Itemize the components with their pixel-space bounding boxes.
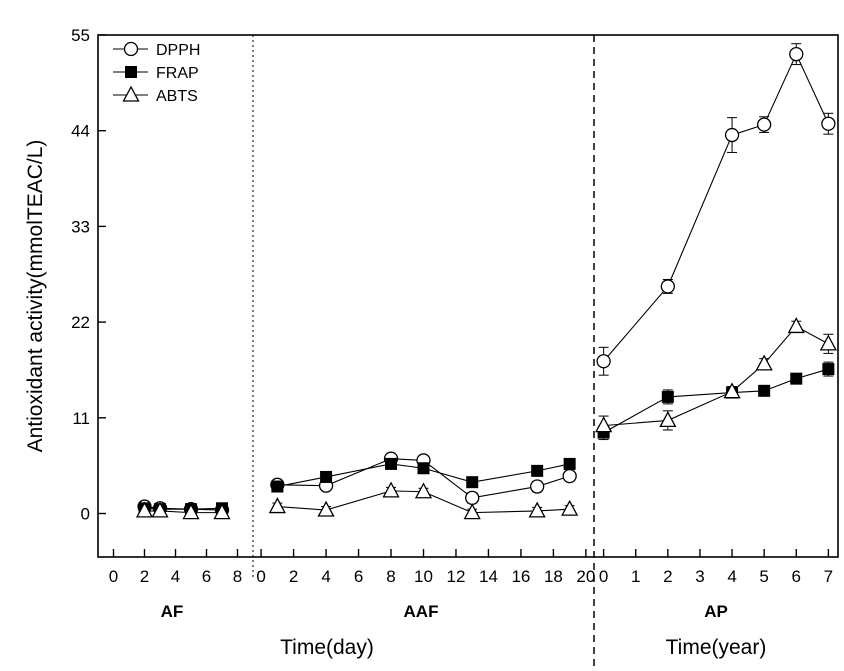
x-tick-label: 14	[479, 567, 498, 586]
x-tick-label: 6	[792, 567, 801, 586]
x-tick-label: 1	[631, 567, 640, 586]
legend-marker	[122, 85, 140, 102]
data-point-frap	[758, 384, 771, 397]
x-tick-label: 7	[824, 567, 833, 586]
data-point-frap	[563, 457, 576, 470]
data-point-abts	[317, 500, 335, 517]
x-tick-label: 0	[109, 567, 118, 586]
x-tick-label: 3	[695, 567, 704, 586]
data-point-dpph	[789, 46, 804, 62]
data-point-abts	[528, 501, 546, 518]
x-tick-label: 8	[386, 567, 395, 586]
y-tick-label: 11	[72, 409, 90, 428]
data-point-abts	[787, 317, 805, 334]
data-point-dpph	[465, 490, 480, 505]
data-point-abts	[414, 482, 433, 499]
x-tick-label: 4	[727, 567, 736, 586]
series-line-dpph	[603, 52, 829, 362]
x-tick-label: 2	[289, 567, 298, 586]
x-tick-label: 10	[414, 567, 433, 586]
data-point-frap	[417, 462, 430, 475]
x-axis-label-days: Time(day)	[280, 636, 374, 659]
data-point-abts	[213, 503, 231, 520]
data-point-frap	[790, 372, 803, 385]
data-point-abts	[151, 501, 169, 518]
data-point-abts	[755, 354, 773, 371]
data-point-dpph	[530, 479, 545, 494]
legend: DPPH FRAP ABTS	[113, 41, 200, 105]
panel-label: AP	[704, 602, 728, 621]
x-tick-label: 18	[544, 567, 563, 586]
data-point-abts	[723, 382, 741, 399]
x-tick-label: 12	[447, 567, 466, 586]
data-point-frap	[271, 480, 284, 493]
legend-label: DPPH	[156, 42, 200, 59]
data-point-abts	[561, 499, 579, 516]
legend-label: ABTS	[156, 88, 198, 105]
x-tick-label: 0	[599, 567, 608, 586]
x-tick-label: 4	[171, 567, 180, 586]
data-point-frap	[466, 476, 479, 489]
data-point-abts	[268, 497, 286, 514]
data-point-abts	[135, 501, 154, 518]
data-point-dpph	[724, 127, 740, 143]
y-tick-label: 22	[71, 313, 90, 332]
y-axis-label: Antioxidant activity(mmolTEAC/L)	[24, 140, 47, 453]
data-point-dpph	[757, 117, 772, 132]
data-point-frap	[531, 464, 544, 477]
data-point-abts	[463, 503, 481, 520]
data-point-frap	[661, 390, 674, 403]
y-tick-label: 44	[71, 122, 90, 141]
data-point-dpph	[660, 279, 675, 294]
data-point-abts	[595, 416, 613, 433]
panel-label: AF	[161, 602, 184, 621]
data-point-abts	[182, 503, 200, 520]
legend-label: FRAP	[156, 65, 199, 82]
plot-area-frame	[97, 34, 839, 558]
series-line-frap	[144, 507, 223, 510]
x-tick-label: 4	[321, 567, 330, 586]
x-tick-label: 5	[759, 567, 768, 586]
y-tick-label: 55	[71, 26, 90, 45]
data-point-abts	[382, 481, 400, 498]
data-point-dpph	[596, 354, 611, 369]
series-line-abts	[144, 510, 222, 514]
panel-label: AAF	[404, 602, 439, 621]
data-point-dpph	[562, 468, 577, 484]
x-axis-label-years: Time(year)	[666, 636, 767, 659]
y-tick-label: 0	[81, 505, 90, 524]
x-tick-label: 2	[140, 567, 149, 586]
legend-marker	[125, 66, 137, 78]
data-point-dpph	[821, 116, 836, 131]
x-tick-label: 6	[202, 567, 211, 586]
y-tick-label: 33	[71, 217, 90, 236]
data-point-frap	[822, 363, 835, 376]
x-tick-label: 0	[256, 567, 265, 586]
x-tick-label: 2	[663, 567, 672, 586]
data-point-frap	[320, 470, 333, 483]
x-tick-label: 8	[233, 567, 242, 586]
data-point-abts	[819, 334, 837, 351]
x-tick-label: 6	[354, 567, 363, 586]
x-tick-label: 16	[511, 567, 530, 586]
x-tick-label: 20	[576, 567, 595, 586]
data-point-frap	[385, 457, 398, 470]
legend-marker	[123, 41, 139, 57]
data-point-abts	[659, 411, 677, 428]
